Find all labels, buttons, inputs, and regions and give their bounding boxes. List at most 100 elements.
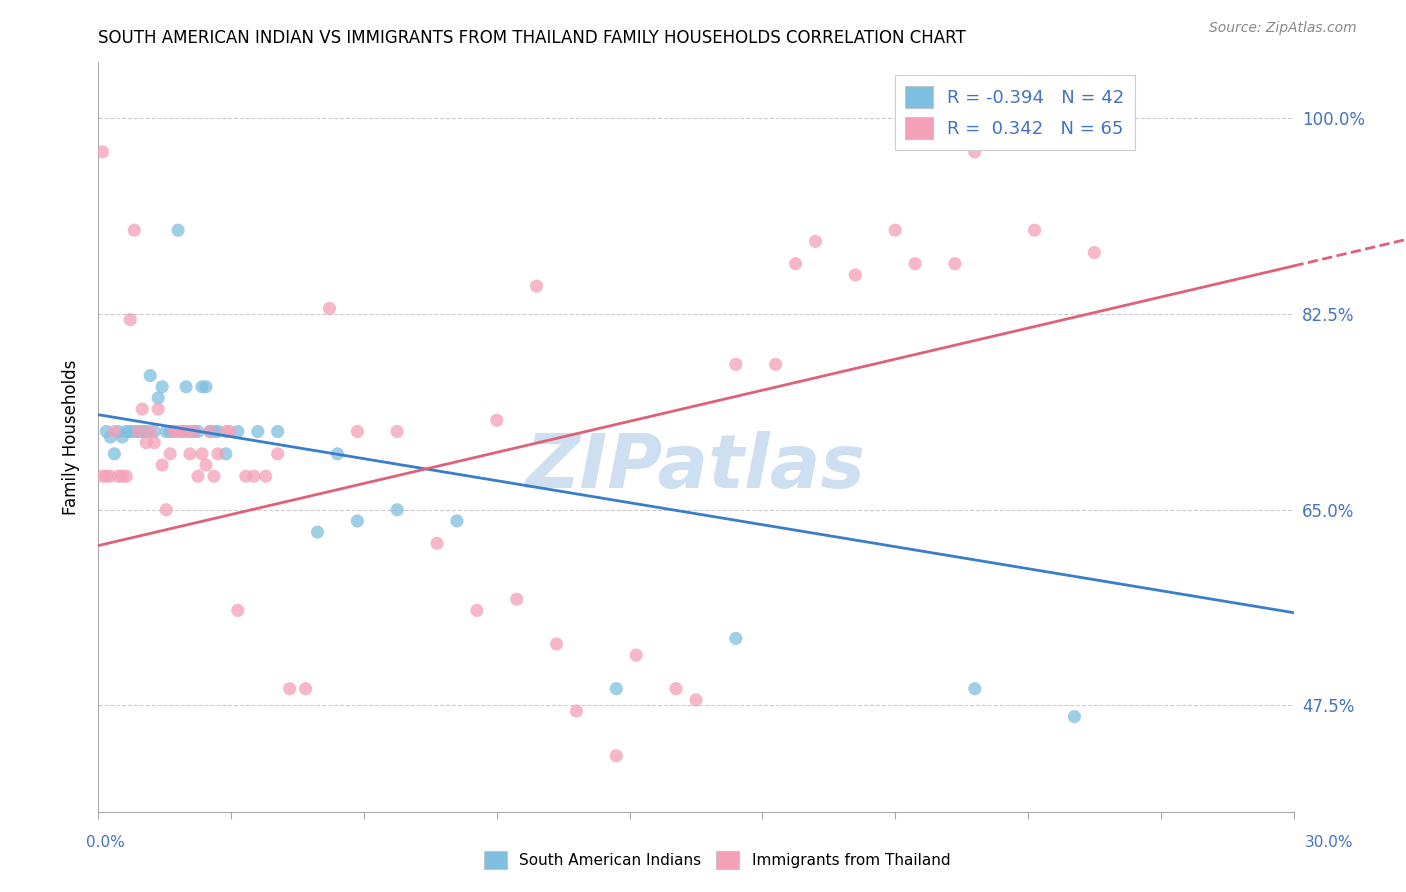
Point xyxy=(207,425,229,439)
Point xyxy=(665,681,688,696)
Point xyxy=(150,458,173,472)
Point xyxy=(785,257,807,271)
Point xyxy=(267,447,290,461)
Point xyxy=(685,693,707,707)
Point xyxy=(565,704,588,718)
Point xyxy=(127,425,149,439)
Point xyxy=(207,447,229,461)
Point xyxy=(179,425,201,439)
Point xyxy=(103,425,125,439)
Point xyxy=(98,469,122,483)
Point xyxy=(226,603,249,617)
Point xyxy=(124,425,146,439)
Point xyxy=(724,632,747,646)
Point xyxy=(804,235,827,249)
Point xyxy=(346,514,368,528)
Point xyxy=(111,430,134,444)
Point xyxy=(267,425,290,439)
Point xyxy=(246,425,269,439)
Point xyxy=(91,469,114,483)
Point xyxy=(107,469,129,483)
Point xyxy=(1083,245,1105,260)
Point xyxy=(254,469,277,483)
Point xyxy=(202,425,225,439)
Point xyxy=(844,268,866,282)
Point xyxy=(155,425,177,439)
Point xyxy=(103,447,125,461)
Point xyxy=(120,312,142,326)
Point xyxy=(107,425,129,439)
Point xyxy=(187,425,209,439)
Point xyxy=(385,425,409,439)
Point xyxy=(326,447,349,461)
Point xyxy=(626,648,648,662)
Point xyxy=(307,525,329,540)
Y-axis label: Family Households: Family Households xyxy=(62,359,80,515)
Point xyxy=(187,469,209,483)
Point xyxy=(385,502,409,516)
Point xyxy=(143,425,166,439)
Point xyxy=(135,435,157,450)
Point xyxy=(159,447,181,461)
Point xyxy=(243,469,266,483)
Point xyxy=(526,279,548,293)
Point xyxy=(765,358,787,372)
Point xyxy=(131,425,153,439)
Point xyxy=(172,425,194,439)
Point xyxy=(943,257,966,271)
Point xyxy=(167,223,190,237)
Point xyxy=(215,425,238,439)
Point xyxy=(115,469,138,483)
Point xyxy=(131,402,153,417)
Point xyxy=(139,368,162,383)
Point xyxy=(148,402,170,417)
Point xyxy=(506,592,529,607)
Point xyxy=(226,425,249,439)
Point xyxy=(174,425,197,439)
Point xyxy=(1063,709,1085,723)
Point xyxy=(96,469,118,483)
Point xyxy=(219,425,242,439)
Text: 30.0%: 30.0% xyxy=(1305,836,1353,850)
Point xyxy=(605,748,627,763)
Point xyxy=(278,681,301,696)
Point xyxy=(195,380,218,394)
Point xyxy=(198,425,221,439)
Point xyxy=(96,425,118,439)
Point xyxy=(318,301,340,316)
Point xyxy=(202,469,225,483)
Point xyxy=(163,425,186,439)
Point xyxy=(155,502,177,516)
Text: ZIPatlas: ZIPatlas xyxy=(526,431,866,504)
Text: Source: ZipAtlas.com: Source: ZipAtlas.com xyxy=(1209,21,1357,35)
Point xyxy=(605,681,627,696)
Point xyxy=(172,425,194,439)
Point xyxy=(446,514,468,528)
Point xyxy=(191,380,214,394)
Point xyxy=(148,391,170,405)
Point xyxy=(426,536,449,550)
Point xyxy=(179,447,201,461)
Point xyxy=(174,380,197,394)
Point xyxy=(111,469,134,483)
Point xyxy=(135,425,157,439)
Point xyxy=(183,425,205,439)
Text: SOUTH AMERICAN INDIAN VS IMMIGRANTS FROM THAILAND FAMILY HOUSEHOLDS CORRELATION : SOUTH AMERICAN INDIAN VS IMMIGRANTS FROM… xyxy=(98,29,966,47)
Point xyxy=(98,430,122,444)
Point xyxy=(195,458,218,472)
Point xyxy=(115,425,138,439)
Legend: South American Indians, Immigrants from Thailand: South American Indians, Immigrants from … xyxy=(478,845,956,875)
Point xyxy=(167,425,190,439)
Point xyxy=(904,257,927,271)
Legend: R = -0.394   N = 42, R =  0.342   N = 65: R = -0.394 N = 42, R = 0.342 N = 65 xyxy=(894,75,1135,150)
Point xyxy=(884,223,907,237)
Point xyxy=(124,223,146,237)
Point xyxy=(120,425,142,439)
Point xyxy=(183,425,205,439)
Point xyxy=(465,603,488,617)
Point xyxy=(294,681,316,696)
Point xyxy=(346,425,368,439)
Point xyxy=(198,425,221,439)
Point xyxy=(963,681,986,696)
Point xyxy=(215,447,238,461)
